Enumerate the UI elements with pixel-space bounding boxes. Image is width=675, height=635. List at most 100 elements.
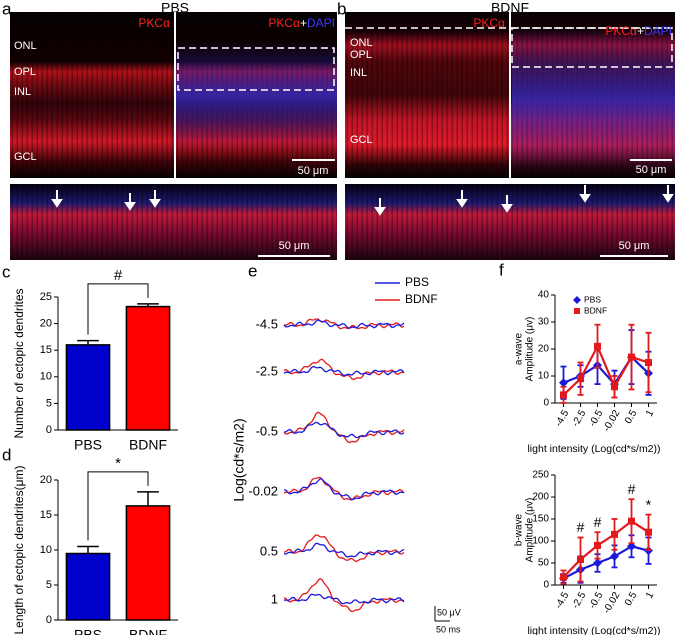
bar — [65, 344, 111, 431]
scale-label: 50 ms — [436, 624, 461, 634]
y-tick-label: 20 — [538, 344, 550, 355]
y-axis-label: Amplitude (μv) — [525, 498, 536, 563]
x-tick-label: 0.5 — [623, 590, 640, 608]
x-tick-label: -2.5 — [570, 408, 588, 429]
stain: + — [300, 16, 307, 30]
y-tick-label: 15 — [40, 509, 52, 521]
x-tick-label: PBS — [74, 627, 102, 635]
trace — [283, 365, 405, 377]
x-tick-label: PBS — [74, 437, 102, 453]
trace — [283, 421, 405, 439]
trace — [283, 593, 405, 605]
marker — [593, 558, 602, 568]
trace — [283, 478, 405, 501]
trace — [283, 411, 405, 443]
significance-bracket — [87, 471, 149, 541]
y-tick-label: 250 — [532, 470, 549, 481]
y-tick-label: 40 — [538, 290, 550, 301]
y-tick-label: 20 — [40, 474, 52, 486]
trace — [283, 476, 405, 501]
y-axis-label: Log(cd*s/m2) — [231, 418, 247, 501]
scale-label: 50 μm — [636, 164, 667, 176]
y-tick-label: 0 — [543, 580, 549, 591]
significance-mark: # — [114, 267, 123, 284]
y-axis-label: a-wave — [514, 332, 525, 365]
x-tick-label: -4.5 — [553, 408, 571, 429]
trace — [283, 542, 405, 558]
panel-letter: a — [2, 0, 12, 18]
panel-b: b BDNF PKCα PKCα+DAPI ONL OPL INL GCL 50… — [337, 0, 675, 260]
significance-mark: * — [115, 455, 121, 472]
significance-mark: # — [594, 514, 602, 530]
panel-a: a PBS PKCα PKCα+DAPI ONL OPL INL GCL 50 … — [2, 0, 337, 260]
scale-label: 50 μV — [437, 607, 461, 617]
trace — [283, 319, 405, 329]
y-tick-label: 0 — [543, 398, 549, 409]
layer-label: GCL — [14, 151, 37, 163]
y-axis-label: Number of ectopic dendrites — [12, 288, 26, 438]
panel-title: BDNF — [491, 0, 529, 16]
marker — [559, 378, 568, 388]
significance-mark: * — [646, 496, 652, 512]
y-tick-label: 10 — [538, 371, 550, 382]
x-tick-label: 1 — [644, 408, 657, 419]
panel-letter: d — [2, 445, 11, 464]
marker — [645, 359, 652, 366]
panel-letter: c — [2, 262, 11, 281]
scale-label: 50 μm — [279, 240, 310, 252]
row-label: 0.5 — [260, 543, 278, 558]
y-tick-label: 10 — [40, 544, 52, 556]
y-axis-label: Length of ectopic dendrites(μm) — [12, 465, 26, 634]
stain: PKCα — [605, 24, 637, 38]
stain: PKCα — [268, 16, 300, 30]
bar — [65, 552, 111, 621]
y-axis-label: Amplitude (μv) — [525, 317, 536, 382]
y-tick-label: 200 — [532, 492, 549, 503]
y-tick-label: 5 — [46, 397, 52, 409]
layer-label: OPL — [14, 66, 36, 78]
trace — [283, 577, 405, 613]
layer-label: OPL — [350, 49, 372, 61]
legend-marker — [574, 308, 580, 314]
legend-label: BDNF — [584, 305, 607, 315]
stain: DAPI — [644, 24, 672, 38]
x-axis-label: light intensity (Log(cd*s/m2)) — [527, 443, 660, 455]
arrows — [51, 190, 161, 211]
x-tick-label: 0.5 — [623, 408, 640, 426]
stain-label: PKCα+DAPI — [605, 24, 672, 38]
layer-label: GCL — [350, 134, 373, 146]
marker — [594, 541, 601, 549]
y-axis-label: b-wave — [514, 513, 525, 546]
marker — [577, 375, 584, 383]
trace — [283, 358, 405, 381]
roi-box — [177, 47, 335, 91]
y-tick-label: 5 — [46, 579, 52, 591]
legend-marker — [573, 296, 581, 304]
x-axis-label: light intensity (Log(cd*s/m2)) — [527, 625, 660, 635]
significance-mark: # — [628, 481, 636, 497]
panel-e: e Log(cd*s/m2) 50 μV 50 ms -4.5 -2.5 -0.5 -… — [231, 261, 461, 634]
marker — [560, 573, 567, 581]
layer-label: ONL — [350, 37, 373, 49]
y-tick-label: 25 — [40, 291, 52, 303]
marker — [560, 391, 567, 399]
y-tick-label: 10 — [40, 371, 52, 383]
trace — [283, 534, 405, 563]
row-label: -0.02 — [248, 483, 278, 498]
y-tick-label: 0 — [46, 614, 52, 626]
marker — [628, 353, 635, 361]
layer-label: INL — [350, 67, 367, 79]
layer-label: ONL — [14, 40, 37, 52]
row-label: -0.5 — [256, 423, 278, 438]
zoom-texture — [345, 184, 675, 260]
marker — [577, 555, 584, 563]
marker — [594, 342, 601, 350]
x-tick-label: -4.5 — [553, 590, 571, 611]
x-tick-label: BDNF — [129, 627, 167, 635]
dapi-overlay — [512, 25, 675, 175]
panel-letter: f — [499, 260, 504, 279]
legend-label: PBS — [405, 275, 429, 289]
y-tick-label: 20 — [40, 318, 52, 330]
marker — [645, 528, 652, 536]
stain-label: PKCα+DAPI — [268, 16, 335, 30]
